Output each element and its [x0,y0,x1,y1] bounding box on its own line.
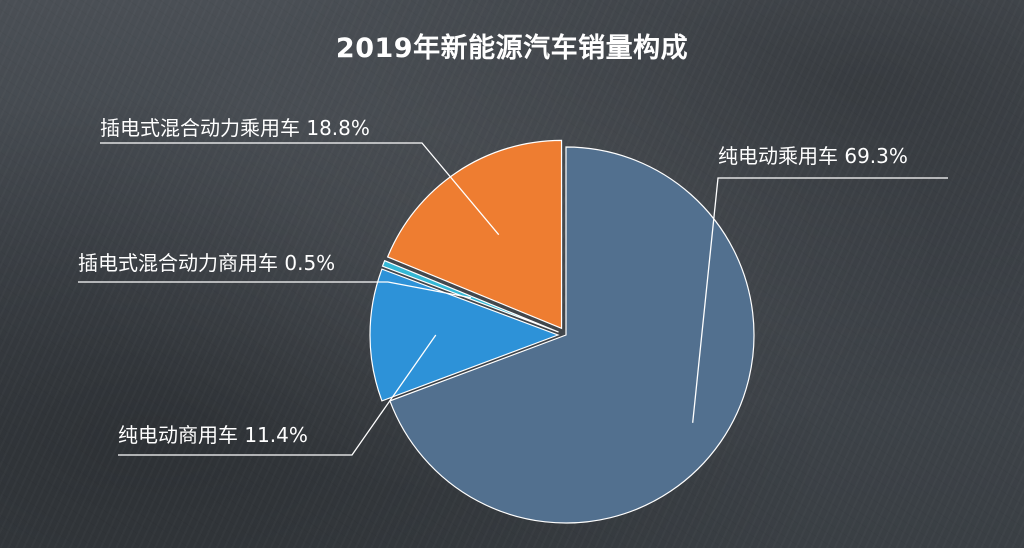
pie-slice-0 [389,146,755,524]
leader-line-2 [78,281,472,299]
pie-slice-1 [369,268,560,402]
slice-label-0: 纯电动乘用车 69.3% [718,144,908,168]
chart-title: 2019年新能源汽车销量构成 [335,33,689,64]
pie-slice-2 [381,259,559,333]
leader-line-3 [100,142,500,236]
slice-label-2: 插电式混合动力商用车 0.5% [78,251,335,275]
slice-label-3: 插电式混合动力乘用车 18.8% [100,116,370,140]
leader-line-0 [692,177,948,423]
slice-label-1: 纯电动商用车 11.4% [118,423,308,447]
pie-slice-3 [386,139,563,330]
leader-line-1 [118,334,437,456]
